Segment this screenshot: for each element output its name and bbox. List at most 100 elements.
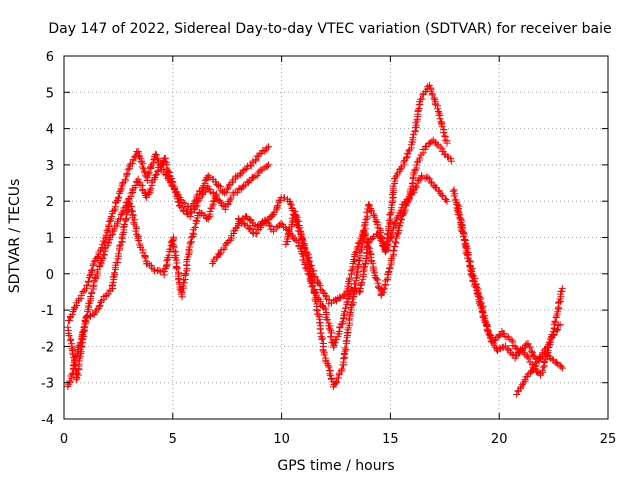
data-point (307, 261, 315, 269)
data-point (222, 188, 230, 196)
data-point (496, 344, 504, 352)
data-point (152, 150, 160, 158)
data-point (266, 221, 274, 229)
data-point (392, 173, 400, 181)
data-point (454, 201, 462, 209)
data-point (84, 277, 92, 285)
data-point (101, 234, 109, 242)
data-point (406, 146, 414, 154)
data-point (443, 139, 451, 147)
data-point (553, 325, 561, 333)
data-point (280, 194, 288, 202)
data-point (416, 154, 424, 162)
data-point (149, 159, 157, 167)
data-point (114, 194, 122, 202)
data-point (508, 350, 516, 358)
data-point (263, 162, 271, 170)
data-point (74, 371, 82, 379)
data-point (301, 264, 309, 272)
data-point (300, 240, 308, 248)
data-point (538, 366, 546, 374)
data-point (325, 325, 333, 333)
data-point (381, 247, 389, 255)
data-point (191, 197, 199, 205)
data-point (344, 277, 352, 285)
y-axis-label: SDTVAR / TECUs (7, 179, 23, 294)
data-point (171, 187, 179, 195)
data-point (272, 206, 280, 214)
y-tick-label: 5 (46, 86, 54, 101)
data-point (468, 273, 476, 281)
data-point (211, 194, 219, 202)
data-point (557, 363, 565, 371)
data-point (258, 166, 266, 174)
data-point (170, 247, 178, 255)
data-point (66, 377, 74, 385)
data-point (400, 158, 408, 166)
data-point (341, 308, 349, 316)
data-point (426, 175, 434, 183)
data-point (72, 376, 80, 384)
data-point (378, 289, 386, 297)
y-tick-label: -2 (41, 340, 54, 355)
y-tick-labels: -4 -3 -2 -1 0 1 2 3 4 5 6 (41, 50, 54, 428)
data-point (257, 221, 265, 229)
data-point (301, 245, 309, 253)
data-point (318, 335, 326, 343)
data-point (147, 185, 155, 193)
data-point (335, 327, 343, 335)
data-point (474, 291, 482, 299)
data-point (150, 265, 158, 273)
y-tick-label: -1 (41, 304, 54, 319)
data-point (450, 192, 458, 200)
data-point (434, 108, 442, 116)
data-point (353, 247, 361, 255)
data-point (70, 358, 78, 366)
data-point (430, 94, 438, 102)
data-point (353, 244, 361, 252)
data-point (513, 390, 521, 398)
data-point (370, 212, 378, 220)
series-track-e (235, 172, 451, 351)
data-point (389, 225, 397, 233)
data-point (438, 122, 446, 130)
data-point (324, 362, 332, 370)
data-point (435, 111, 443, 119)
data-point (193, 217, 201, 225)
data-point (121, 175, 129, 183)
data-point (64, 323, 72, 331)
data-point (242, 213, 250, 221)
data-point (379, 286, 387, 294)
data-point (217, 198, 225, 206)
data-point (394, 230, 402, 238)
data-point (86, 272, 94, 280)
data-point (503, 345, 511, 353)
data-point (154, 154, 162, 162)
data-point (342, 346, 350, 354)
data-point (386, 264, 394, 272)
data-point (496, 331, 504, 339)
data-point (412, 183, 420, 191)
data-point (164, 167, 172, 175)
data-point (212, 190, 220, 198)
data-point (274, 202, 282, 210)
data-point (414, 158, 422, 166)
data-point (307, 279, 315, 287)
data-point (101, 251, 109, 259)
data-point (441, 136, 449, 144)
data-point (440, 128, 448, 136)
data-point (97, 298, 105, 306)
series-track-b (64, 154, 273, 390)
data-point (79, 328, 87, 336)
data-point (291, 235, 299, 243)
series-track-i (513, 321, 564, 398)
data-point (373, 221, 381, 229)
data-point (404, 198, 412, 206)
data-point (478, 304, 486, 312)
data-point (167, 175, 175, 183)
data-point (83, 281, 91, 289)
data-point (112, 198, 120, 206)
data-point (273, 203, 281, 211)
data-point (191, 223, 199, 231)
x-tick-labels: 0 5 10 15 20 25 (60, 432, 616, 447)
